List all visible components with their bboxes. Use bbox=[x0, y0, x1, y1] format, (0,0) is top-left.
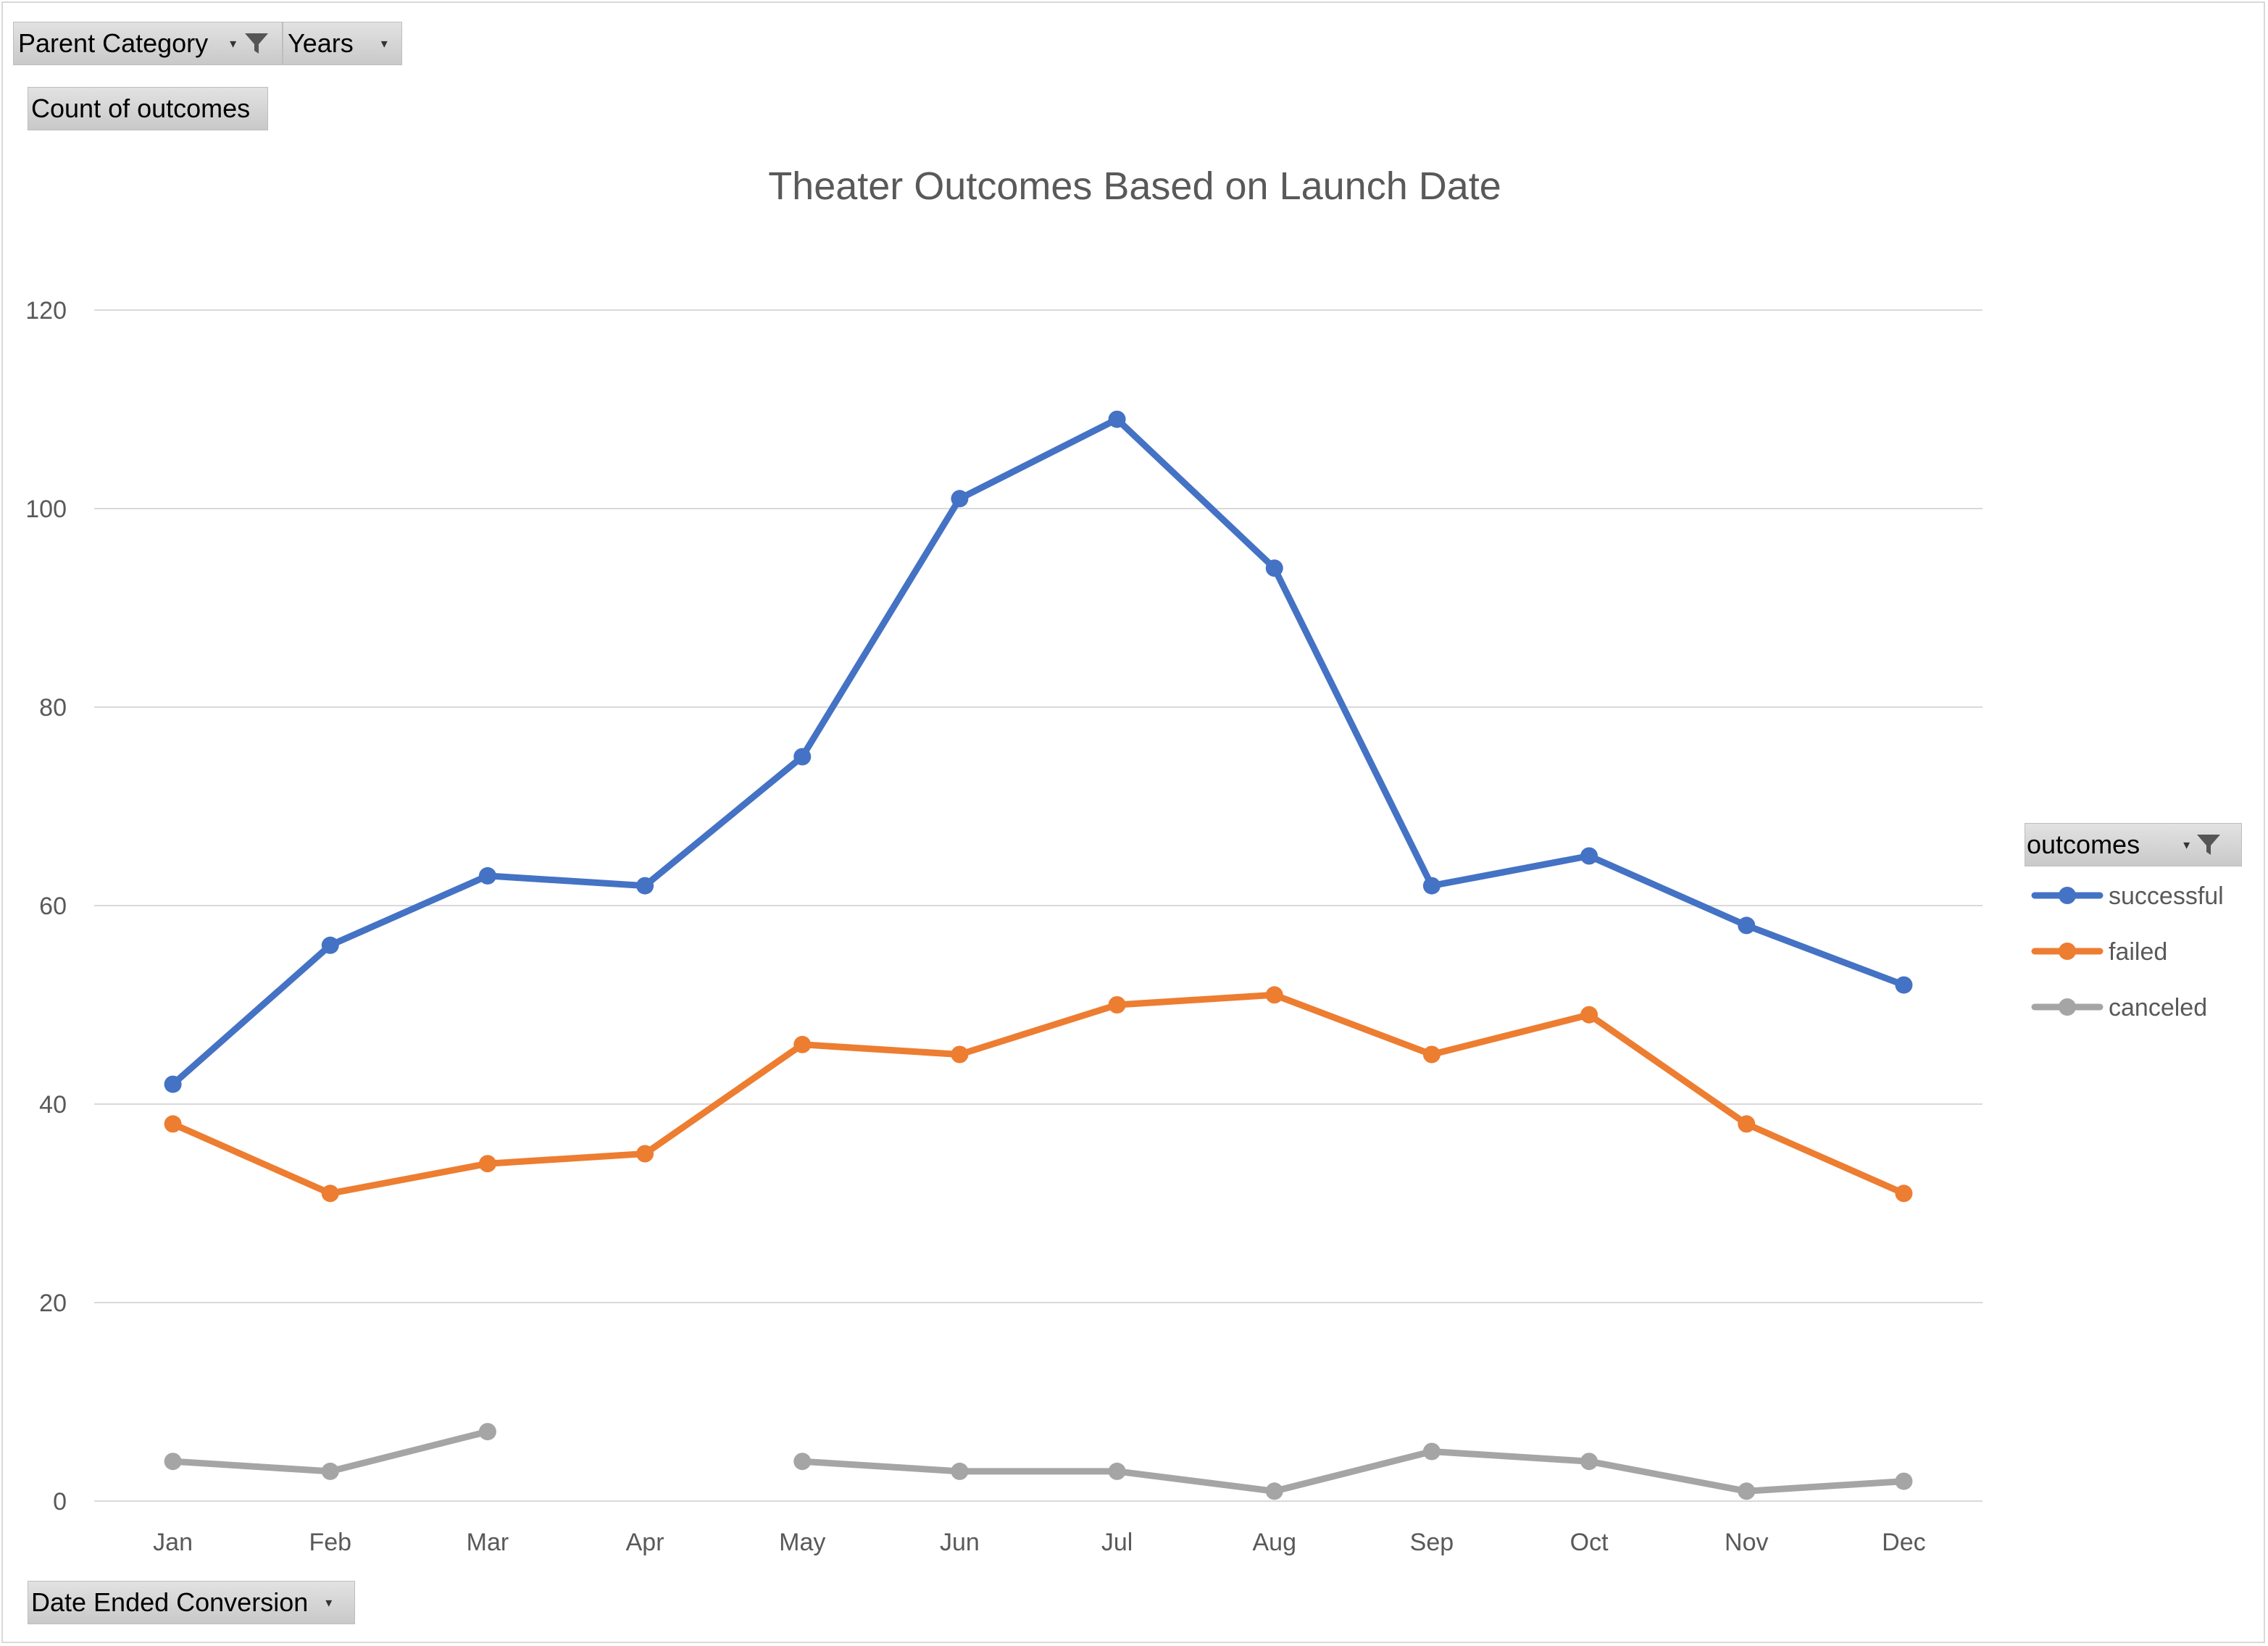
series-canceled bbox=[164, 1423, 1913, 1500]
data-point bbox=[636, 877, 654, 895]
legend-label: successful bbox=[2109, 882, 2224, 910]
outcomes-filter-button[interactable]: outcomes ▾ bbox=[2025, 823, 2242, 866]
data-point bbox=[321, 1462, 339, 1480]
data-point bbox=[951, 490, 969, 508]
data-point bbox=[321, 936, 339, 954]
years-label: Years bbox=[288, 28, 354, 58]
data-point bbox=[1265, 559, 1283, 577]
x-tick-label: Jan bbox=[153, 1529, 193, 1556]
data-point bbox=[1108, 410, 1126, 428]
x-tick-label: Jun bbox=[940, 1529, 980, 1556]
data-point bbox=[1422, 877, 1441, 895]
dropdown-arrow-icon: ▾ bbox=[2183, 837, 2190, 852]
x-tick-label: Feb bbox=[309, 1529, 351, 1556]
outcomes-label: outcomes bbox=[2027, 830, 2140, 859]
data-point bbox=[1580, 847, 1598, 865]
data-point bbox=[1108, 1462, 1126, 1480]
y-tick-label: 60 bbox=[39, 893, 67, 920]
x-tick-label: Mar bbox=[467, 1529, 509, 1556]
data-point bbox=[1738, 1115, 1756, 1133]
y-tick-label: 40 bbox=[39, 1091, 67, 1119]
data-point bbox=[164, 1115, 182, 1133]
y-tick-label: 80 bbox=[39, 694, 67, 722]
series-line bbox=[170, 416, 1907, 1088]
data-point bbox=[478, 866, 496, 885]
x-tick-label: Jul bbox=[1101, 1529, 1133, 1556]
parent-category-label: Parent Category bbox=[18, 28, 209, 58]
data-point bbox=[1580, 1453, 1598, 1471]
x-tick-label: Aug bbox=[1253, 1529, 1297, 1556]
dropdown-arrow-icon: ▾ bbox=[380, 35, 388, 51]
legend-marker bbox=[2059, 943, 2076, 960]
data-point bbox=[164, 1075, 182, 1093]
data-point bbox=[164, 1453, 182, 1471]
data-point bbox=[1738, 916, 1756, 935]
years-filter-button[interactable]: Years ▾ bbox=[283, 22, 402, 65]
x-tick-label: Apr bbox=[626, 1529, 664, 1556]
legend-marker bbox=[2059, 887, 2076, 904]
legend-item-successful[interactable]: successful bbox=[2031, 882, 2224, 910]
data-point bbox=[951, 1045, 969, 1064]
series-successful bbox=[164, 410, 1913, 1093]
filter-icon bbox=[2194, 830, 2223, 859]
legend-item-failed[interactable]: failed bbox=[2031, 938, 2167, 966]
y-tick-label: 0 bbox=[53, 1488, 67, 1516]
count-of-outcomes-button[interactable]: Count of outcomes bbox=[28, 87, 268, 130]
x-tick-label: Sep bbox=[1410, 1529, 1454, 1556]
dropdown-arrow-icon: ▾ bbox=[230, 35, 237, 51]
data-point bbox=[1580, 1006, 1598, 1024]
data-point bbox=[793, 1453, 812, 1471]
legend-marker bbox=[2059, 998, 2076, 1016]
series-line bbox=[799, 1448, 1907, 1495]
series-failed bbox=[164, 986, 1913, 1203]
data-point bbox=[1265, 1482, 1283, 1500]
x-tick-label: Oct bbox=[1570, 1529, 1609, 1556]
chart-title: Theater Outcomes Based on Launch Date bbox=[768, 164, 1501, 208]
x-tick-label: Nov bbox=[1725, 1529, 1768, 1556]
count-of-outcomes-label: Count of outcomes bbox=[31, 93, 251, 123]
data-point bbox=[321, 1185, 339, 1203]
parent-category-filter-button[interactable]: Parent Category ▾ bbox=[13, 22, 283, 65]
data-point bbox=[951, 1462, 969, 1480]
data-point bbox=[1422, 1045, 1441, 1064]
legend-label: canceled bbox=[2109, 994, 2207, 1022]
data-point bbox=[478, 1423, 496, 1441]
data-point bbox=[793, 748, 812, 766]
y-tick-label: 20 bbox=[39, 1290, 67, 1317]
y-tick-label: 120 bbox=[25, 297, 67, 325]
y-tick-label: 100 bbox=[25, 496, 67, 523]
data-point bbox=[793, 1035, 812, 1053]
data-point bbox=[1738, 1482, 1756, 1500]
date-ended-conversion-label: Date Ended Conversion bbox=[31, 1587, 309, 1617]
data-point bbox=[1895, 1472, 1913, 1490]
x-tick-label: Dec bbox=[1882, 1529, 1925, 1556]
data-point bbox=[1895, 976, 1913, 994]
filter-icon bbox=[242, 29, 271, 58]
legend-item-canceled[interactable]: canceled bbox=[2031, 994, 2207, 1022]
dropdown-arrow-icon: ▾ bbox=[325, 1595, 333, 1610]
data-point bbox=[1895, 1185, 1913, 1203]
data-point bbox=[478, 1155, 496, 1173]
x-tick-label: May bbox=[779, 1529, 825, 1556]
data-point bbox=[1108, 996, 1126, 1014]
series-line bbox=[170, 991, 1907, 1197]
data-point bbox=[636, 1145, 654, 1163]
data-point bbox=[1422, 1442, 1441, 1461]
legend-label: failed bbox=[2109, 938, 2167, 966]
date-ended-conversion-button[interactable]: Date Ended Conversion ▾ bbox=[28, 1581, 355, 1624]
data-point bbox=[1265, 986, 1283, 1004]
